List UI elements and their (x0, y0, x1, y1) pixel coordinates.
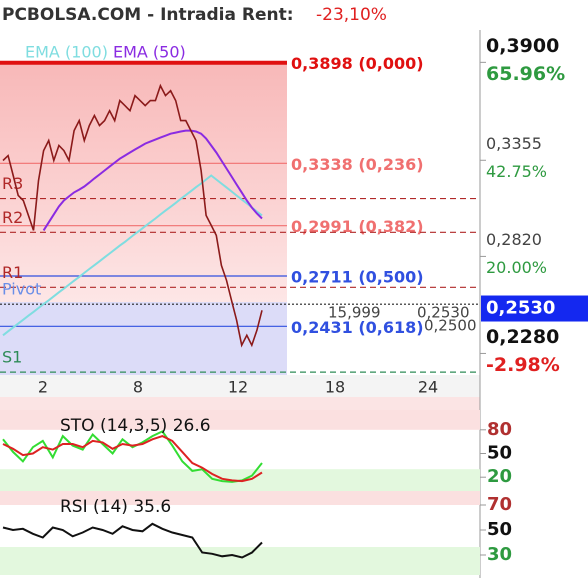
x-tick-label: 24 (418, 378, 438, 397)
y-tick-label: 0,3355 (486, 134, 542, 153)
y-tick-label: 30 (487, 544, 512, 565)
pivot-label: R2 (2, 208, 23, 227)
series-line (2, 174, 263, 337)
annotation: 0,2500 (424, 317, 477, 335)
chart-subtitle: -23,10% (316, 5, 387, 25)
y-tick-label: 50 (487, 519, 512, 540)
pivot-label: Pivot (2, 280, 41, 299)
x-axis-band (0, 375, 480, 397)
y-tick-label: 0,2280 (486, 326, 559, 348)
series-line (2, 522, 263, 559)
y-tick-label: 50 (487, 443, 512, 464)
x-tick-label: 2 (38, 378, 48, 397)
current-price-box (481, 295, 588, 322)
overbought-band (0, 410, 480, 430)
y-tick-change: 20.00% (486, 258, 547, 277)
separator-band (0, 397, 480, 410)
zone-shade (0, 62, 287, 302)
current-price-label: 0,2530 (486, 298, 555, 319)
fib-label: 0,2431 (0,618) (291, 318, 424, 337)
y-tick-label: 0,3900 (486, 35, 559, 57)
y-tick-change: 42.75% (486, 162, 547, 181)
overbought-band (0, 491, 480, 505)
series-line (42, 129, 263, 231)
annotation: 0,2530 (417, 304, 470, 322)
y-tick-change: -2.98% (486, 354, 560, 376)
x-tick-label: 8 (133, 378, 143, 397)
fib-label: 0,3898 (0,000) (291, 54, 424, 73)
annotation: 15,999 (328, 304, 381, 322)
y-tick-change: 65.96% (486, 63, 565, 85)
zone-shade (0, 302, 287, 375)
series-line (2, 435, 263, 483)
y-tick-label: 20 (487, 466, 512, 487)
legend-entry: EMA (100) (25, 43, 108, 62)
fib-label: 0,2991 (0,382) (291, 217, 424, 236)
series-line (2, 430, 263, 483)
fib-label: 0,2711 (0,500) (291, 267, 424, 286)
pivot-label: R3 (2, 174, 23, 193)
pivot-label: R1 (2, 263, 23, 282)
oversold-band (0, 547, 480, 575)
legend-entry: EMA (50) (113, 43, 186, 62)
chart-title: PCBOLSA.COM - Intradia Rent: (2, 5, 294, 25)
indicator-title: RSI (14) 35.6 (60, 497, 171, 517)
x-tick-label: 12 (228, 378, 248, 397)
y-tick-label: 80 (487, 419, 512, 440)
pivot-label: S1 (2, 348, 22, 367)
indicator-title: STO (14,3,5) 26.6 (60, 416, 211, 436)
y-tick-label: 70 (487, 494, 512, 515)
y-tick-label: 0,2820 (486, 230, 542, 249)
x-tick-label: 18 (325, 378, 345, 397)
series-line (2, 83, 263, 348)
fib-label: 0,3338 (0,236) (291, 155, 424, 174)
